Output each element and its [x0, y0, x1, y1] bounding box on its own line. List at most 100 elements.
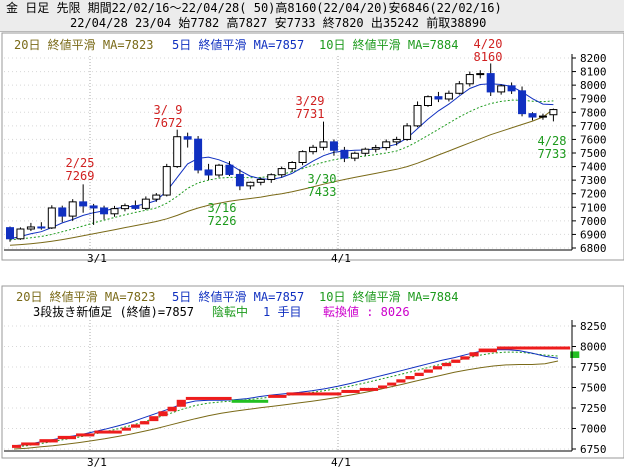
y-tick-label: 7250 — [580, 402, 607, 415]
kagi-status-count: 1 手目 — [263, 305, 301, 319]
x-tick-label: 4/1 — [331, 456, 351, 469]
line-break-block-up — [57, 435, 77, 440]
kagi-status-state: 陰転中 — [212, 304, 248, 319]
y-tick-label: 8250 — [580, 320, 607, 333]
candlestick-panel: 20日 終値平滑 MA=7823 5日 終値平滑 MA=7857 10日 終値平… — [1, 32, 624, 265]
candle-body — [434, 96, 443, 100]
legend-ma5: 5日 終値平滑 MA=7857 — [172, 37, 304, 52]
line-break-block-up — [130, 424, 141, 428]
kagi-status-reversal: 転換値 : 8026 — [323, 304, 410, 319]
ma-line-20日 — [13, 360, 559, 450]
line-break-block-up — [414, 372, 424, 377]
y-tick-label: 7700 — [580, 120, 607, 133]
line-break-block-up — [158, 411, 168, 417]
candle-body — [424, 96, 432, 107]
annotation-date: 2/25 — [66, 156, 95, 170]
candle-body — [162, 166, 171, 196]
candle-body — [549, 109, 558, 116]
x-tick-label: 3/1 — [87, 252, 107, 265]
annotation-date: 3/16 — [208, 201, 237, 215]
y-tick-label: 8000 — [580, 341, 607, 354]
line-break-block-up — [496, 346, 571, 350]
line-break-block-up — [149, 416, 159, 422]
line-break-block-up — [478, 348, 497, 353]
line-break-block-up — [378, 385, 388, 389]
annotation-value: 8160 — [474, 50, 503, 64]
line-break-block-up — [432, 366, 443, 370]
annotation-value: 7672 — [154, 116, 183, 130]
candle-body — [340, 149, 349, 159]
line-break-block-up — [12, 444, 22, 448]
candle-body — [413, 105, 422, 127]
line-break-block-up — [359, 387, 378, 391]
candlestick-y-axis: 6800690070007100720073007400750076007700… — [4, 52, 607, 265]
legend-ma10: 10日 終値平滑 MA=7884 — [319, 37, 458, 52]
candle-body — [350, 152, 359, 159]
candle-body — [497, 85, 506, 93]
candle-body — [382, 141, 391, 149]
line-break-block-down — [570, 351, 580, 358]
annotation-date: 3/30 — [308, 172, 337, 186]
candle-body — [329, 141, 338, 151]
candle-body — [256, 178, 265, 183]
candle-body — [235, 173, 244, 187]
candle-body — [486, 73, 495, 93]
candlestick-grid — [4, 56, 572, 250]
y-tick-label: 7750 — [580, 361, 607, 374]
annotation-date: 4/28 — [538, 134, 567, 148]
candle-body — [319, 141, 328, 148]
ma-line-5日 — [13, 349, 559, 447]
y-tick-label: 8100 — [580, 66, 607, 79]
annotation-value: 7226 — [208, 214, 237, 228]
candle-body — [538, 115, 547, 118]
line-break-block-up — [176, 399, 186, 407]
candle-body — [371, 147, 380, 150]
line-break-block-up — [94, 430, 122, 434]
candle-body — [183, 136, 192, 140]
kagi-status-label: 3段抜き新値足 (終値)=7857 — [33, 304, 194, 319]
y-tick-label: 7300 — [580, 174, 607, 187]
annotation-date: 3/ 9 — [154, 103, 183, 117]
y-tick-label: 7500 — [580, 382, 607, 395]
x-tick-label: 3/1 — [87, 456, 107, 469]
line-break-block-up — [469, 352, 479, 357]
candle-body — [58, 207, 67, 217]
y-tick-label: 7800 — [580, 106, 607, 119]
candle-body — [100, 207, 109, 215]
ma-line-20日 — [9, 108, 554, 246]
legend2-ma20: 20日 終値平滑 MA=7823 — [16, 289, 155, 304]
candle-body — [89, 205, 98, 209]
line-break-y-axis: 6750 7000 7250 7500 7750 8000 8250 3/1 4/1 — [4, 320, 607, 469]
y-tick-label: 7100 — [580, 201, 607, 214]
candle-body — [361, 148, 370, 154]
ma-line-10日 — [9, 99, 554, 241]
line-break-block-up — [387, 382, 397, 386]
header-last-bar: 22/04/28 23/04 始7782 高7827 安7733 終7820 出… — [70, 16, 487, 30]
candle-body — [309, 146, 318, 153]
y-tick-label: 6750 — [580, 443, 607, 456]
legend-ma20: 20日 終値平滑 MA=7823 — [14, 37, 153, 52]
line-break-block-up — [21, 442, 40, 446]
line-break-block-up — [423, 369, 433, 373]
candle-body — [16, 228, 25, 240]
candle-body — [267, 174, 276, 180]
y-tick-label: 8000 — [580, 79, 607, 92]
line-break-blocks — [12, 346, 580, 448]
annotation-date: 3/29 — [296, 94, 325, 108]
y-tick-label: 8200 — [580, 52, 607, 65]
annotation-value: 7733 — [538, 147, 567, 161]
candle-body — [518, 90, 527, 115]
candle-body — [152, 194, 161, 200]
line-break-block-up — [167, 406, 177, 412]
y-tick-label: 7500 — [580, 147, 607, 160]
candle-body — [141, 198, 150, 209]
candle-body — [131, 205, 140, 209]
annotation-value: 7433 — [308, 185, 337, 199]
y-tick-label: 6900 — [580, 228, 607, 241]
candle-body — [465, 74, 474, 85]
candle-body — [26, 226, 35, 230]
y-tick-label: 7200 — [580, 188, 607, 201]
candle-body — [110, 208, 119, 215]
candle-body — [68, 201, 77, 217]
